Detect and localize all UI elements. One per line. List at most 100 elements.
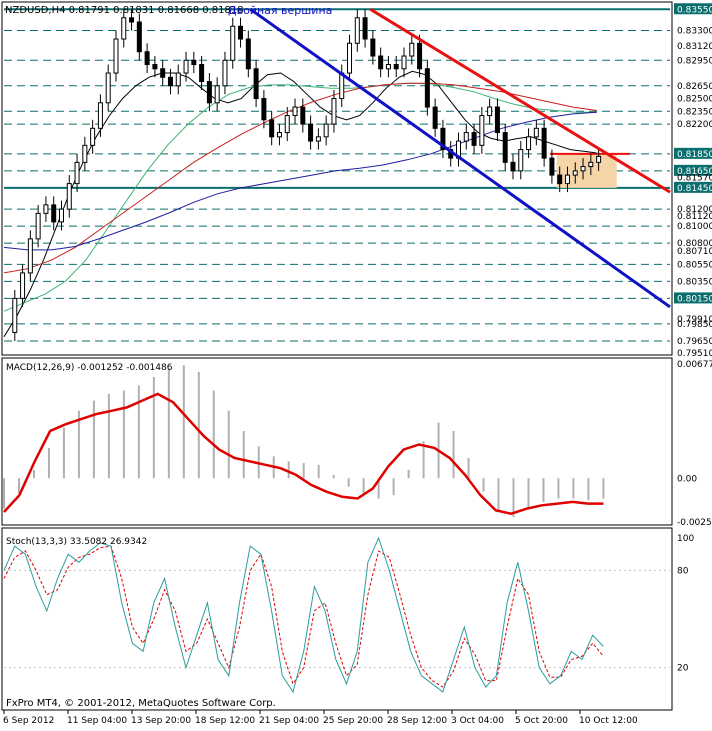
candle-body [97, 102, 103, 129]
stochastic-panel[interactable]: 100 80 20 Stoch(13,3,3) 33.5082 26.9342 Fx… [1, 527, 694, 711]
price-tick-label: 0.81000 [677, 222, 712, 232]
candle-body [378, 55, 384, 70]
stochastic-title: Stoch(13,3,3) 33.5082 26.9342 [6, 537, 147, 547]
candle-body [533, 127, 539, 138]
candle-body [370, 38, 376, 57]
candle-body [479, 115, 485, 146]
macd-histogram [3, 365, 605, 518]
candle-body [20, 272, 26, 299]
candle-body [588, 161, 594, 168]
candle-body [494, 106, 500, 134]
stoch-main-polyline [3, 536, 604, 694]
time-label: 10 Oct 12:00 [579, 716, 638, 726]
candle-body [487, 106, 493, 117]
candle-body [510, 161, 516, 172]
horizontal-levels [4, 8, 670, 342]
candle-body [339, 72, 345, 100]
time-label: 25 Sep 20:00 [323, 716, 383, 726]
candle-body [354, 17, 360, 44]
candle-body [432, 106, 438, 129]
candle-body [440, 127, 446, 151]
price-tick-label: 0.80800 [677, 239, 712, 249]
candle-body [51, 204, 57, 223]
candle-body [82, 144, 88, 163]
macd-panel-frame [1, 357, 673, 526]
time-label: 6 Sep 2012 [3, 716, 54, 726]
candle-body [347, 42, 353, 74]
candle-body [526, 136, 532, 151]
price-tick-highlight [674, 147, 712, 159]
candle-body [238, 25, 244, 40]
time-label: 18 Sep 12:00 [195, 716, 255, 726]
candle-body [43, 204, 49, 214]
stochastic-lines [3, 536, 670, 694]
trendlines[interactable] [249, 7, 671, 309]
candle-body [113, 38, 119, 74]
candle-body [549, 157, 555, 176]
price-tick-label: 0.81200 [677, 205, 712, 215]
candle-body [167, 76, 173, 87]
price-tick-label: 0.81450 [677, 184, 712, 194]
macd-axis: 0.00677 0.00 -0.00259 [677, 360, 712, 528]
price-tick-label: 0.81120 [677, 212, 712, 222]
candle-body [502, 132, 508, 163]
time-label: 28 Sep 12:00 [387, 716, 447, 726]
price-tick-label: 0.81850 [677, 150, 712, 160]
candle-body [269, 119, 275, 138]
candle-body [308, 123, 314, 142]
candle-body [417, 42, 423, 70]
candle-body [183, 59, 189, 74]
candle-body [463, 132, 469, 142]
candle-body [175, 72, 181, 87]
time-label: 21 Sep 04:00 [259, 716, 319, 726]
stoch-signal-polyline [3, 545, 604, 688]
stoch-tick-label: 100 [677, 534, 694, 544]
stochastic-axis: 100 80 20 [677, 534, 694, 674]
candle-body [230, 25, 236, 61]
price-tick-label: 0.79850 [677, 320, 712, 330]
candle-body [424, 68, 430, 108]
candle-body [121, 17, 127, 40]
price-tick-label: 0.82350 [677, 107, 712, 117]
price-tick-label: 0.80710 [677, 247, 712, 257]
price-tick-label: 0.81650 [677, 167, 712, 177]
copyright: FxPro MT4, © 2001-2012, MetaQuotes Softw… [6, 698, 276, 709]
time-label: 13 Sep 20:00 [131, 716, 191, 726]
pattern-label: Двойная вершина [228, 4, 332, 17]
price-tick-label: 0.83550 [677, 5, 712, 15]
candle-body [557, 174, 563, 185]
macd-signal-polyline [3, 392, 604, 515]
price-tick-highlight [674, 164, 712, 176]
price-tick-label: 0.80350 [677, 277, 712, 287]
candle-body [144, 51, 150, 66]
candle-body [401, 55, 407, 70]
price-tick-label: 0.82200 [677, 120, 712, 130]
candle-body [276, 132, 282, 138]
candle-body [385, 64, 391, 70]
red-trendline [369, 7, 671, 194]
candle-body [323, 123, 329, 138]
candles [12, 9, 602, 341]
price-panel[interactable]: 0.83550 0.83300 0.83120 0.82950 0.82650 0.825… [1, 1, 712, 359]
candle-body [580, 166, 586, 172]
macd-panel[interactable]: 0.00677 0.00 -0.00259 MACD(12,26,9) -0.001… [1, 357, 712, 528]
range-box [550, 152, 631, 188]
price-tick-label: 0.80150 [677, 294, 712, 304]
symbol-info: NZDUSD,H4 0.81791 0.81831 0.81668 0.8181… [5, 5, 244, 16]
candle-body [35, 212, 41, 240]
candle-body [160, 68, 166, 78]
price-tick-highlight [674, 181, 712, 193]
candle-body [564, 174, 570, 185]
candle-body [541, 127, 547, 159]
candle-body [214, 85, 220, 104]
price-tick-label: 0.83120 [677, 42, 712, 52]
time-axis: 6 Sep 2012 11 Sep 04:00 13 Sep 20:00 18 Sep… [3, 710, 638, 726]
candle-body [152, 64, 158, 70]
candle-body [74, 161, 80, 185]
candle-body [58, 208, 64, 223]
price-tick-label: 0.82500 [677, 95, 712, 105]
price-tick-label: 0.81570 [677, 174, 712, 184]
price-tick-label: 0.79650 [677, 337, 712, 347]
